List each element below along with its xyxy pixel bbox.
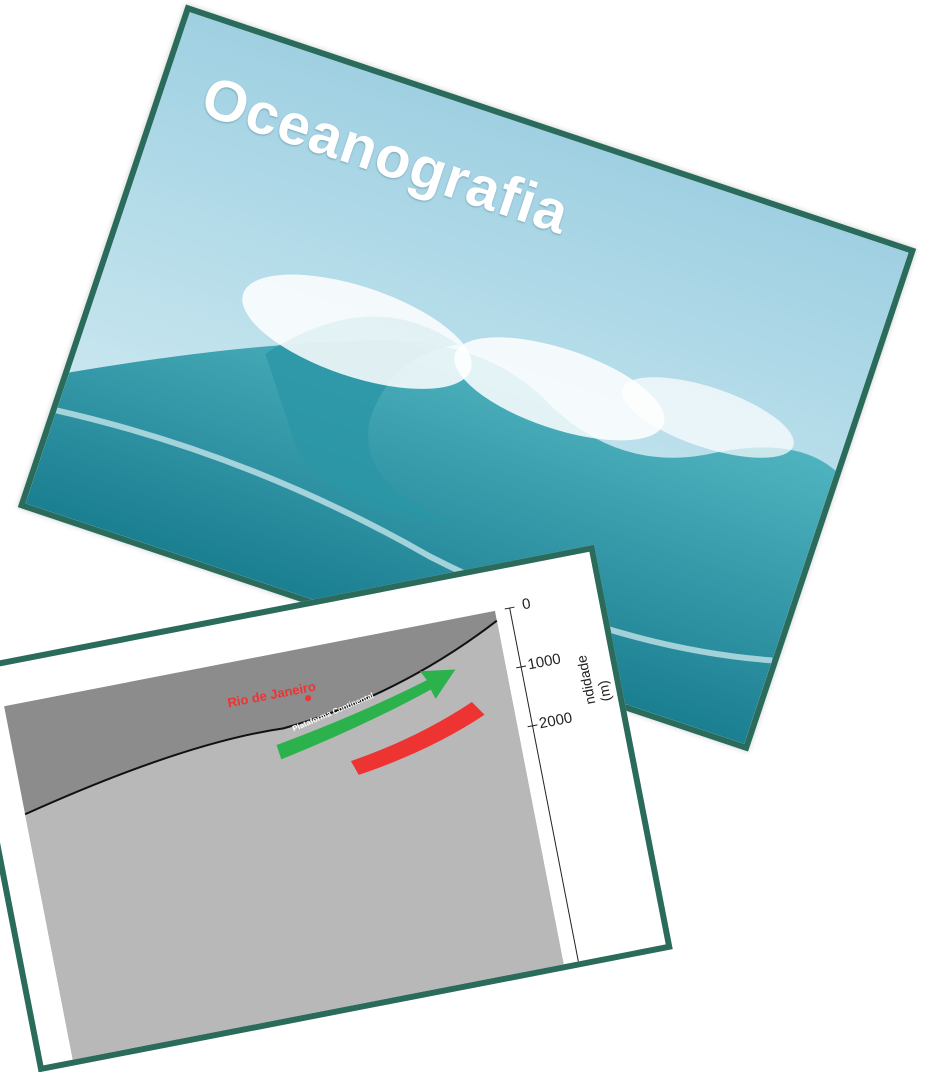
wave-illustration <box>25 12 909 744</box>
page: Oceanografia 0 1000 2000 ndidade (m) Rio… <box>0 4 917 1072</box>
map-illustration <box>4 606 579 1060</box>
ocean-photo-card: Oceanografia <box>17 4 917 752</box>
map-figure-card: 0 1000 2000 ndidade (m) Rio de Janeiro P… <box>0 544 673 1072</box>
